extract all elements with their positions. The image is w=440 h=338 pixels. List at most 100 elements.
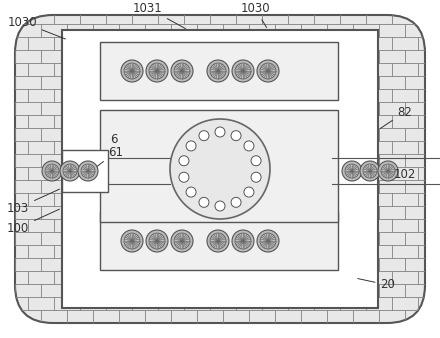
Bar xyxy=(223,24,249,37)
Bar xyxy=(431,50,440,63)
Bar xyxy=(379,310,405,323)
Circle shape xyxy=(244,141,254,151)
Bar xyxy=(80,141,106,154)
Bar xyxy=(288,115,314,128)
Bar xyxy=(379,154,405,167)
Bar xyxy=(418,115,440,128)
Circle shape xyxy=(360,161,380,181)
Bar xyxy=(158,271,184,284)
Bar xyxy=(145,24,171,37)
Bar xyxy=(327,154,353,167)
Circle shape xyxy=(231,131,241,141)
Bar xyxy=(301,310,327,323)
Bar xyxy=(288,297,314,310)
Bar xyxy=(28,271,54,284)
Bar xyxy=(54,141,80,154)
Bar xyxy=(262,37,288,50)
Bar xyxy=(405,0,431,11)
Bar xyxy=(431,232,440,245)
Circle shape xyxy=(149,63,165,79)
Bar xyxy=(197,258,223,271)
Circle shape xyxy=(171,60,193,82)
Bar xyxy=(418,37,440,50)
Bar xyxy=(54,193,80,206)
Bar xyxy=(132,141,158,154)
Bar xyxy=(288,271,314,284)
Bar xyxy=(262,271,288,284)
Bar xyxy=(431,0,440,11)
Bar xyxy=(366,271,392,284)
Bar xyxy=(80,115,106,128)
Bar xyxy=(197,128,223,141)
Bar xyxy=(353,310,379,323)
Bar xyxy=(197,154,223,167)
Bar xyxy=(197,232,223,245)
Bar xyxy=(353,128,379,141)
Bar xyxy=(249,206,275,219)
Bar xyxy=(171,284,197,297)
Bar xyxy=(54,89,80,102)
Bar xyxy=(275,258,301,271)
Bar xyxy=(80,245,106,258)
Bar xyxy=(54,37,80,50)
Text: 100: 100 xyxy=(7,209,59,235)
Bar xyxy=(67,258,93,271)
Bar xyxy=(431,76,440,89)
Bar xyxy=(353,206,379,219)
Bar xyxy=(119,310,145,323)
Bar xyxy=(236,89,262,102)
Bar xyxy=(106,297,132,310)
Bar xyxy=(41,102,67,115)
Bar xyxy=(210,115,236,128)
Circle shape xyxy=(63,164,77,178)
Bar xyxy=(405,258,431,271)
Bar xyxy=(80,167,106,180)
Bar xyxy=(340,167,366,180)
Bar xyxy=(236,193,262,206)
Bar xyxy=(223,310,249,323)
Bar xyxy=(100,212,338,270)
Bar xyxy=(262,167,288,180)
Bar xyxy=(80,89,106,102)
Bar xyxy=(314,63,340,76)
Bar xyxy=(67,0,93,11)
Circle shape xyxy=(244,187,254,197)
Bar xyxy=(197,102,223,115)
Circle shape xyxy=(235,63,251,79)
Circle shape xyxy=(121,230,143,252)
Bar xyxy=(93,310,119,323)
Bar xyxy=(288,63,314,76)
Bar xyxy=(171,232,197,245)
Bar xyxy=(340,141,366,154)
Bar xyxy=(392,141,418,154)
Bar xyxy=(62,150,108,192)
Bar xyxy=(353,0,379,11)
Bar xyxy=(184,37,210,50)
Bar xyxy=(327,232,353,245)
Bar xyxy=(184,141,210,154)
Bar xyxy=(132,37,158,50)
Bar xyxy=(392,271,418,284)
Bar xyxy=(106,245,132,258)
Circle shape xyxy=(251,172,261,182)
Bar xyxy=(236,115,262,128)
Bar xyxy=(301,180,327,193)
Bar xyxy=(93,102,119,115)
Bar xyxy=(41,284,67,297)
Bar xyxy=(41,180,67,193)
Bar xyxy=(158,245,184,258)
Bar xyxy=(223,284,249,297)
Bar xyxy=(301,0,327,11)
Bar xyxy=(171,128,197,141)
Bar xyxy=(379,102,405,115)
Bar xyxy=(392,89,418,102)
Bar xyxy=(314,89,340,102)
Bar xyxy=(197,0,223,11)
Bar xyxy=(41,154,67,167)
Bar xyxy=(197,206,223,219)
Bar xyxy=(366,141,392,154)
Bar xyxy=(249,180,275,193)
Bar xyxy=(80,63,106,76)
Bar xyxy=(158,63,184,76)
Bar xyxy=(119,284,145,297)
